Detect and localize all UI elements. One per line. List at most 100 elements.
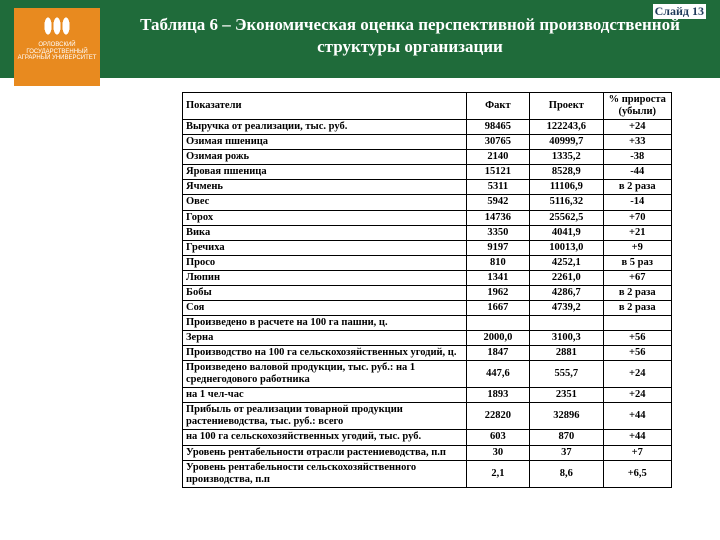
cell-percent: -44	[603, 165, 671, 180]
cell-percent: +6,5	[603, 460, 671, 487]
cell-project: 32896	[530, 403, 603, 430]
cell-indicator: Уровень рентабельности сельскохозяйствен…	[183, 460, 467, 487]
cell-percent: +44	[603, 403, 671, 430]
cell-fact: 447,6	[466, 361, 530, 388]
cell-indicator: Ячмень	[183, 180, 467, 195]
cell-project: 4286,7	[530, 285, 603, 300]
cell-indicator: Овес	[183, 195, 467, 210]
cell-fact: 1893	[466, 388, 530, 403]
cell-fact: 2140	[466, 150, 530, 165]
cell-project: 4739,2	[530, 300, 603, 315]
cell-project: 2351	[530, 388, 603, 403]
cell-indicator: Вика	[183, 225, 467, 240]
cell-indicator: Производство на 100 га сельскохозяйствен…	[183, 346, 467, 361]
cell-fact: 2000,0	[466, 331, 530, 346]
table-row: Овес59425116,32-14	[183, 195, 672, 210]
cell-fact: 30	[466, 445, 530, 460]
col-indicator: Показатели	[183, 93, 467, 120]
table-row: Выручка от реализации, тыс. руб.98465122…	[183, 120, 672, 135]
table-row: на 1 чел-час18932351+24	[183, 388, 672, 403]
cell-fact: 5942	[466, 195, 530, 210]
cell-percent: +33	[603, 135, 671, 150]
slide-number: Слайд 13	[653, 4, 706, 19]
header-band: ОРЛОВСКИЙ ГОСУДАРСТВЕННЫЙ АГРАРНЫЙ УНИВЕ…	[0, 0, 720, 78]
cell-percent: +70	[603, 210, 671, 225]
cell-indicator: Люпин	[183, 270, 467, 285]
cell-fact: 1962	[466, 285, 530, 300]
cell-indicator: на 1 чел-час	[183, 388, 467, 403]
cell-percent: +56	[603, 346, 671, 361]
cell-indicator: Озимая рожь	[183, 150, 467, 165]
cell-fact: 3350	[466, 225, 530, 240]
cell-project: 11106,9	[530, 180, 603, 195]
cell-project: 122243,6	[530, 120, 603, 135]
cell-fact: 98465	[466, 120, 530, 135]
cell-indicator: Гречиха	[183, 240, 467, 255]
cell-indicator: Соя	[183, 300, 467, 315]
cell-indicator: Горох	[183, 210, 467, 225]
cell-fact: 2,1	[466, 460, 530, 487]
cell-project: 3100,3	[530, 331, 603, 346]
cell-indicator: Просо	[183, 255, 467, 270]
table-row: Яровая пшеница151218528,9-44	[183, 165, 672, 180]
cell-fact: 1341	[466, 270, 530, 285]
cell-indicator: Уровень рентабельности отрасли растениев…	[183, 445, 467, 460]
cell-indicator: Яровая пшеница	[183, 165, 467, 180]
wheat-icon	[40, 12, 74, 40]
cell-project: 40999,7	[530, 135, 603, 150]
table-row: Зерна2000,03100,3+56	[183, 331, 672, 346]
cell-indicator: Прибыль от реализации товарной продукции…	[183, 403, 467, 430]
col-fact: Факт	[466, 93, 530, 120]
table-row: Гречиха919710013,0+9	[183, 240, 672, 255]
cell-percent	[603, 315, 671, 330]
cell-percent: +7	[603, 445, 671, 460]
cell-percent: +21	[603, 225, 671, 240]
cell-percent: в 5 раз	[603, 255, 671, 270]
cell-project: 25562,5	[530, 210, 603, 225]
cell-percent: +44	[603, 430, 671, 445]
cell-indicator: Произведено в расчете на 100 га пашни, ц…	[183, 315, 467, 330]
table-row: на 100 га сельскохозяйственных угодий, т…	[183, 430, 672, 445]
cell-percent: -38	[603, 150, 671, 165]
economic-table: Показатели Факт Проект % прироста (убыли…	[182, 92, 672, 488]
table-row: Люпин13412261,0+67	[183, 270, 672, 285]
table-row: Соя16674739,2в 2 раза	[183, 300, 672, 315]
cell-fact: 9197	[466, 240, 530, 255]
cell-percent: в 2 раза	[603, 180, 671, 195]
table-row: Ячмень531111106,9в 2 раза	[183, 180, 672, 195]
cell-indicator: Озимая пшеница	[183, 135, 467, 150]
cell-percent: +24	[603, 120, 671, 135]
table-row: Прибыль от реализации товарной продукции…	[183, 403, 672, 430]
cell-percent: +24	[603, 361, 671, 388]
cell-project: 2881	[530, 346, 603, 361]
cell-fact: 22820	[466, 403, 530, 430]
table-row: Горох1473625562,5+70	[183, 210, 672, 225]
cell-project	[530, 315, 603, 330]
cell-project: 8528,9	[530, 165, 603, 180]
cell-indicator: Произведено валовой продукции, тыс. руб.…	[183, 361, 467, 388]
cell-fact: 30765	[466, 135, 530, 150]
cell-indicator: Зерна	[183, 331, 467, 346]
cell-fact: 5311	[466, 180, 530, 195]
table-body: Выручка от реализации, тыс. руб.98465122…	[183, 120, 672, 488]
col-percent: % прироста (убыли)	[603, 93, 671, 120]
cell-percent: +67	[603, 270, 671, 285]
cell-fact: 603	[466, 430, 530, 445]
table-row: Вика33504041,9+21	[183, 225, 672, 240]
cell-percent: в 2 раза	[603, 285, 671, 300]
table-row: Произведено валовой продукции, тыс. руб.…	[183, 361, 672, 388]
table-row: Озимая пшеница3076540999,7+33	[183, 135, 672, 150]
cell-project: 1335,2	[530, 150, 603, 165]
cell-project: 555,7	[530, 361, 603, 388]
cell-percent: в 2 раза	[603, 300, 671, 315]
cell-indicator: на 100 га сельскохозяйственных угодий, т…	[183, 430, 467, 445]
cell-fact: 1667	[466, 300, 530, 315]
col-project: Проект	[530, 93, 603, 120]
table-row: Уровень рентабельности сельскохозяйствен…	[183, 460, 672, 487]
cell-fact: 1847	[466, 346, 530, 361]
cell-percent: -14	[603, 195, 671, 210]
table-row: Бобы19624286,7в 2 раза	[183, 285, 672, 300]
cell-percent: +24	[603, 388, 671, 403]
cell-project: 37	[530, 445, 603, 460]
table-head: Показатели Факт Проект % прироста (убыли…	[183, 93, 672, 120]
